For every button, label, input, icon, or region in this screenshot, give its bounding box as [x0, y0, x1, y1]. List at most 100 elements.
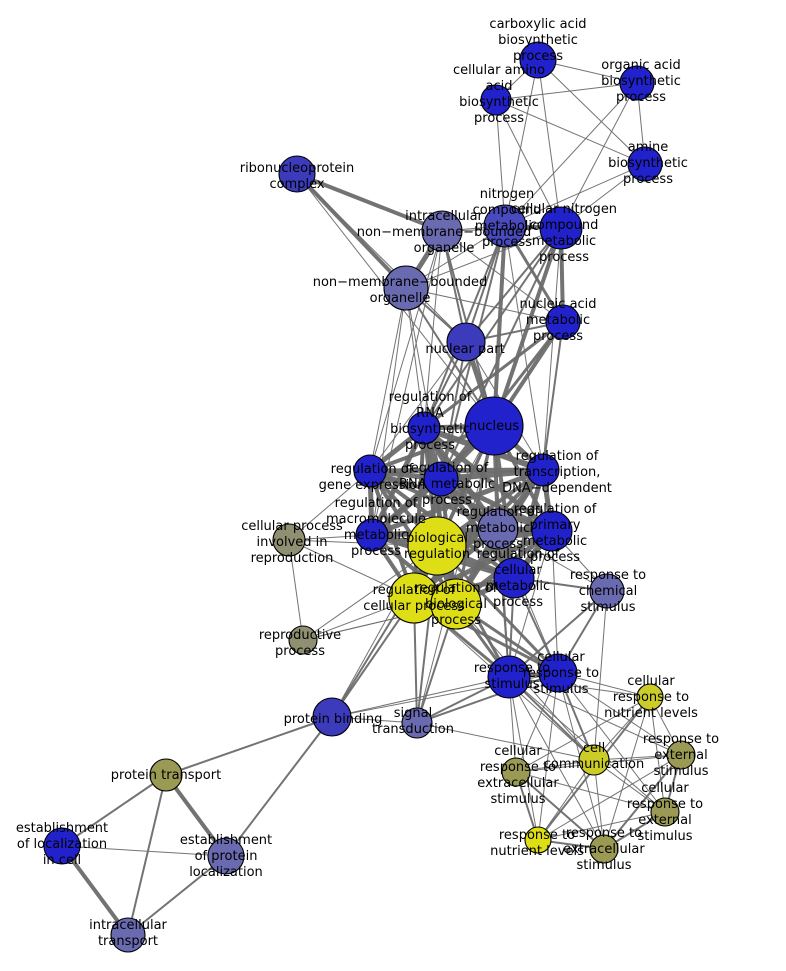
- node-circle[interactable]: [589, 834, 619, 864]
- node-circle[interactable]: [383, 265, 429, 311]
- graph-node[interactable]: [407, 516, 467, 576]
- node-circle[interactable]: [493, 557, 535, 599]
- graph-node[interactable]: [149, 758, 183, 792]
- graph-node[interactable]: [526, 453, 560, 487]
- node-label-line: response to: [627, 797, 703, 812]
- node-circle[interactable]: [407, 516, 467, 576]
- node-circle[interactable]: [619, 65, 655, 101]
- node-circle[interactable]: [401, 707, 433, 739]
- node-circle[interactable]: [353, 454, 387, 488]
- graph-node[interactable]: [524, 826, 552, 854]
- node-circle[interactable]: [589, 573, 625, 609]
- node-circle[interactable]: [650, 797, 680, 827]
- graph-node[interactable]: [353, 454, 387, 488]
- node-circle[interactable]: [524, 826, 552, 854]
- node-circle[interactable]: [110, 917, 146, 953]
- node-circle[interactable]: [483, 204, 527, 248]
- node-circle[interactable]: [407, 411, 441, 445]
- node-circle[interactable]: [526, 453, 560, 487]
- graph-node[interactable]: [619, 65, 655, 101]
- graph-node[interactable]: [666, 740, 696, 770]
- graph-node[interactable]: [480, 84, 512, 116]
- graph-node[interactable]: [493, 557, 535, 599]
- node-circle[interactable]: [464, 396, 524, 456]
- graph-node[interactable]: [421, 210, 463, 252]
- nodes-layer[interactable]: [43, 41, 696, 953]
- node-circle[interactable]: [539, 206, 583, 250]
- graph-node[interactable]: [636, 683, 664, 711]
- node-circle[interactable]: [627, 146, 663, 182]
- node-circle[interactable]: [477, 508, 519, 550]
- node-circle[interactable]: [578, 744, 610, 776]
- node-circle[interactable]: [421, 210, 463, 252]
- graph-node[interactable]: [464, 396, 524, 456]
- graph-node[interactable]: [627, 146, 663, 182]
- node-circle[interactable]: [480, 84, 512, 116]
- node-label-line: process: [473, 537, 523, 552]
- graph-edge: [416, 672, 559, 724]
- node-label: protein binding: [284, 712, 383, 727]
- graph-edge: [551, 530, 559, 674]
- graph-edge: [603, 754, 682, 850]
- node-circle[interactable]: [288, 625, 318, 655]
- node-circle[interactable]: [487, 655, 531, 699]
- graph-node[interactable]: [531, 510, 573, 552]
- node-circle[interactable]: [538, 653, 578, 693]
- graph-node[interactable]: [477, 508, 519, 550]
- node-circle[interactable]: [43, 827, 81, 865]
- node-circle[interactable]: [207, 837, 245, 875]
- graph-node[interactable]: [538, 653, 578, 693]
- graph-node[interactable]: [423, 461, 459, 497]
- graph-node[interactable]: [487, 655, 531, 699]
- node-circle[interactable]: [355, 518, 389, 552]
- graph-node[interactable]: [278, 155, 316, 193]
- graph-node[interactable]: [483, 204, 527, 248]
- node-label-line: biosynthetic: [459, 95, 539, 110]
- node-circle[interactable]: [501, 757, 531, 787]
- graph-node[interactable]: [355, 518, 389, 552]
- graph-node[interactable]: [312, 697, 352, 737]
- node-label: intracellular transport: [89, 918, 167, 949]
- graph-node[interactable]: [43, 827, 81, 865]
- graph-node[interactable]: [650, 797, 680, 827]
- graph-node[interactable]: [401, 707, 433, 739]
- graph-edge: [537, 672, 559, 841]
- node-circle[interactable]: [531, 510, 573, 552]
- graph-node[interactable]: [430, 578, 482, 630]
- node-label: amine biosynthetic process: [608, 140, 688, 187]
- graph-node[interactable]: [578, 744, 610, 776]
- node-circle[interactable]: [666, 740, 696, 770]
- graph-node[interactable]: [407, 411, 441, 445]
- graph-node[interactable]: [110, 917, 146, 953]
- graph-node[interactable]: [539, 206, 583, 250]
- node-label-line: gene expression: [319, 478, 426, 493]
- node-label-line: extracellular: [563, 842, 645, 857]
- graph-node[interactable]: [207, 837, 245, 875]
- graph-node[interactable]: [383, 265, 429, 311]
- node-label-line: reproductive: [259, 628, 341, 643]
- graph-node[interactable]: [519, 41, 557, 79]
- node-label-line: in cell: [43, 853, 81, 868]
- node-circle[interactable]: [278, 155, 316, 193]
- graph-node[interactable]: [545, 304, 581, 340]
- node-circle[interactable]: [545, 304, 581, 340]
- graph-node[interactable]: [446, 322, 486, 362]
- graph-node[interactable]: [501, 757, 531, 787]
- node-label-line: cellular: [641, 781, 689, 796]
- node-circle[interactable]: [430, 578, 482, 630]
- node-circle[interactable]: [519, 41, 557, 79]
- node-circle[interactable]: [149, 758, 183, 792]
- node-circle[interactable]: [636, 683, 664, 711]
- graph-node[interactable]: [288, 625, 318, 655]
- graph-node[interactable]: [589, 834, 619, 864]
- graph-node[interactable]: [589, 573, 625, 609]
- graph-node[interactable]: [272, 523, 306, 557]
- node-circle[interactable]: [272, 523, 306, 557]
- graph-edge: [508, 676, 682, 756]
- node-label: response to external stimulus: [643, 732, 719, 779]
- node-circle[interactable]: [423, 461, 459, 497]
- node-circle[interactable]: [446, 322, 486, 362]
- node-circle[interactable]: [312, 697, 352, 737]
- graph-edge: [537, 59, 562, 229]
